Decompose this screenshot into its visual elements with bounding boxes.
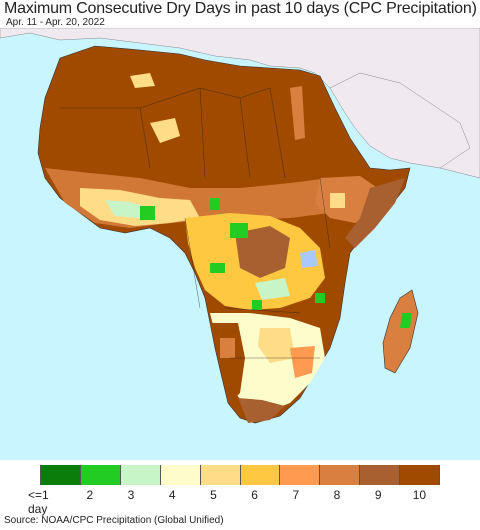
central-light-green <box>255 278 290 300</box>
legend-label: 10 <box>412 488 427 502</box>
legend-label: 4 <box>168 488 176 502</box>
coast-green-2 <box>210 198 220 210</box>
east-green <box>315 293 325 303</box>
southern-mixed-1 <box>258 328 295 363</box>
horn-light <box>330 193 345 208</box>
legend-swatch <box>80 465 121 485</box>
southern-mixed-2 <box>290 346 315 378</box>
arabian-peninsula <box>329 72 471 169</box>
country-borders <box>60 87 331 359</box>
madagascar <box>382 289 419 374</box>
legend-label: 3 <box>127 488 135 502</box>
madagascar-green <box>400 313 412 328</box>
legend-colorbar <box>40 465 441 485</box>
source-credit: Source: NOAA/CPC Precipitation (Global U… <box>4 515 224 526</box>
lake-victoria <box>300 250 318 268</box>
south-africa-dry <box>238 398 285 423</box>
legend-swatch <box>40 465 81 485</box>
somalia-dry <box>345 178 405 248</box>
legend-swatch <box>280 465 321 485</box>
legend-swatch <box>120 465 161 485</box>
legend-swatch <box>400 465 441 485</box>
central-green-1 <box>230 223 248 238</box>
legend-label: 7 <box>292 488 300 502</box>
legend-label: 8 <box>333 488 341 502</box>
sahara-light-patch <box>150 118 180 143</box>
west-africa-green <box>105 200 150 218</box>
legend-swatch <box>200 465 241 485</box>
legend-labels: <=1 day 2 3 4 5 6 7 8 9 10 <box>28 488 440 516</box>
legend-label: 5 <box>210 488 217 502</box>
legend-label: 6 <box>251 488 258 502</box>
date-range: Apr. 11 - Apr. 20, 2022 <box>6 17 105 28</box>
legend-swatch <box>240 465 281 485</box>
legend-label: 9 <box>374 488 382 502</box>
legend-label: 2 <box>86 488 94 502</box>
namibia-patch <box>220 338 235 358</box>
north-coast-patch <box>130 73 155 88</box>
africa-map <box>0 28 480 460</box>
central-green-2 <box>210 263 225 273</box>
congo-dry <box>235 226 290 278</box>
legend-swatch <box>360 465 401 485</box>
nile-patch <box>290 86 305 140</box>
legend-swatch <box>160 465 201 485</box>
coast-green-1 <box>140 206 155 220</box>
south-green <box>252 300 262 310</box>
legend-label: <=1 day <box>28 488 49 516</box>
map-title: Maximum Consecutive Dry Days in past 10 … <box>4 0 477 17</box>
namibia-dry <box>210 323 245 403</box>
legend-swatch <box>320 465 361 485</box>
